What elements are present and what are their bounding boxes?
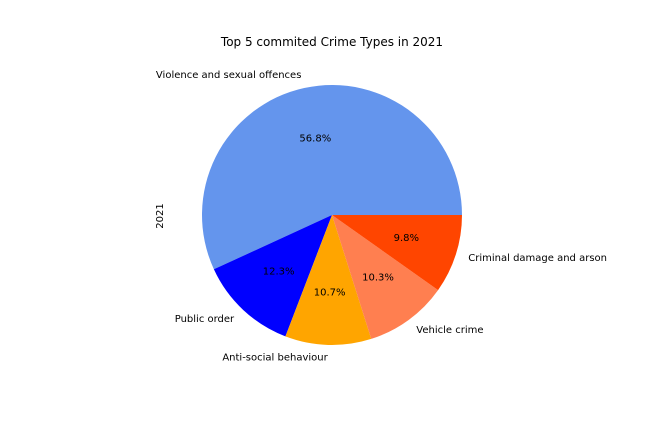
pie-pct-label-violence-and-sexual-offences: 56.8% [299, 133, 331, 144]
pie-pct-label-criminal-damage-and-arson: 9.8% [394, 233, 419, 244]
y-axis-label: 2021 [155, 203, 166, 228]
pie-slice-criminal-damage-and-arson [332, 215, 462, 291]
pie-pct-label-public-order: 12.3% [263, 266, 295, 277]
pie-category-label-anti-social-behaviour: Anti-social behaviour [222, 352, 328, 363]
pie-pct-label-anti-social-behaviour: 10.7% [314, 287, 346, 298]
pie-slice-anti-social-behaviour [285, 215, 372, 345]
pie-pct-label-vehicle-crime: 10.3% [362, 273, 394, 284]
pie-slices [202, 84, 463, 345]
pie-slice-violence-and-sexual-offences [202, 84, 463, 270]
pie-category-label-public-order: Public order [175, 314, 235, 325]
pie-labels: 56.8% Violence and sexual offences 12.3% Pu… [156, 70, 607, 364]
chart-title: Top 5 commited Crime Types in 2021 [220, 35, 443, 49]
pie-category-label-criminal-damage-and-arson: Criminal damage and arson [468, 253, 607, 264]
pie-slice-vehicle-crime [332, 215, 439, 339]
pie-category-label-violence-and-sexual-offences: Violence and sexual offences [156, 70, 302, 81]
pie-category-label-vehicle-crime: Vehicle crime [416, 325, 483, 336]
pie-slice-public-order [213, 215, 332, 337]
